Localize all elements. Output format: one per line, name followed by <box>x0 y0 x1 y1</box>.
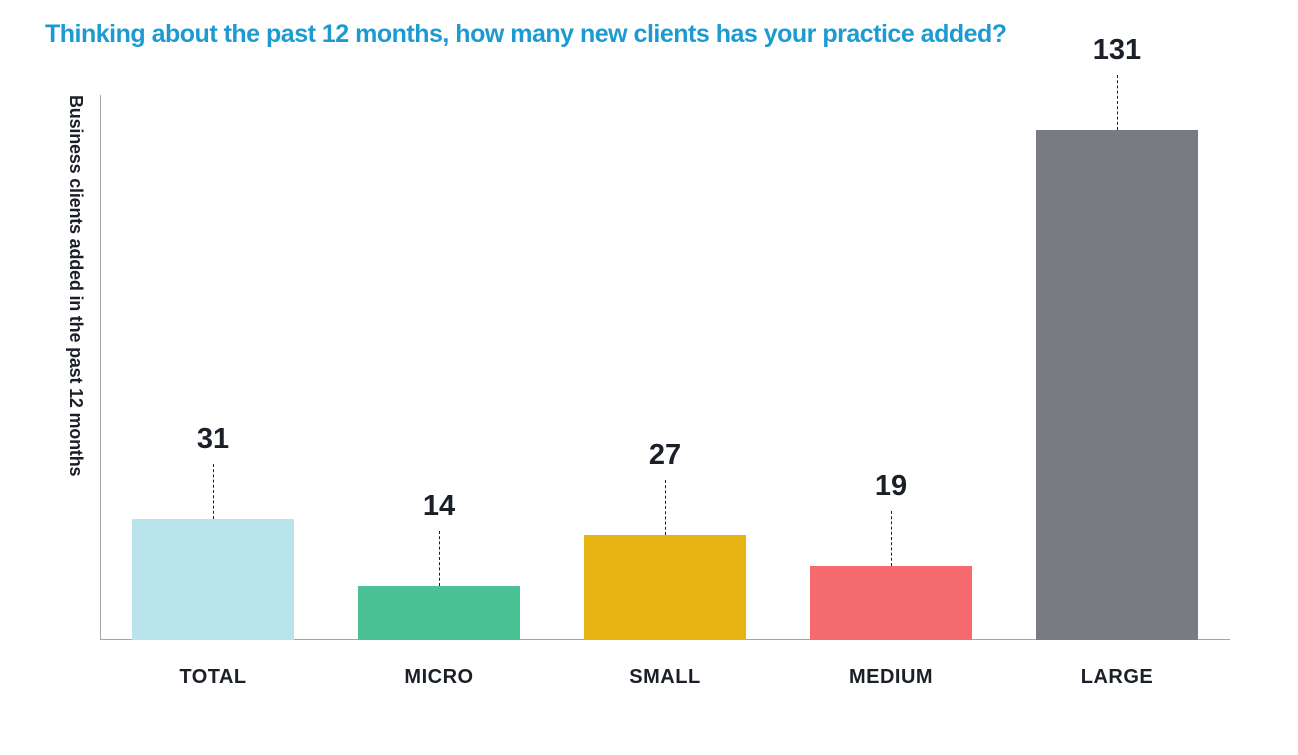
category-label: TOTAL <box>179 666 246 689</box>
value-leader <box>439 531 440 586</box>
bars-layer: 31TOTAL14MICRO27SMALL19MEDIUM131LARGE <box>100 95 1230 640</box>
bar-micro <box>358 586 521 641</box>
bar-total <box>132 519 295 640</box>
value-label: 31 <box>197 423 229 456</box>
value-leader <box>665 480 666 535</box>
y-axis-label: Business clients added in the past 12 mo… <box>65 95 86 476</box>
bar-medium <box>810 566 973 640</box>
value-leader <box>891 511 892 566</box>
bar-small <box>584 535 747 640</box>
value-leader <box>1117 75 1118 130</box>
value-label: 19 <box>875 470 907 503</box>
plot-area: 31TOTAL14MICRO27SMALL19MEDIUM131LARGE <box>100 95 1230 640</box>
chart-container: Business clients added in the past 12 mo… <box>65 95 1230 690</box>
value-label: 14 <box>423 490 455 523</box>
category-label: LARGE <box>1081 666 1154 689</box>
category-label: MICRO <box>404 666 473 689</box>
category-label: MEDIUM <box>849 666 933 689</box>
value-label: 131 <box>1093 34 1141 67</box>
value-leader <box>213 464 214 519</box>
category-label: SMALL <box>629 666 700 689</box>
bar-large <box>1036 130 1199 640</box>
value-label: 27 <box>649 439 681 472</box>
chart-title: Thinking about the past 12 months, how m… <box>45 20 1007 49</box>
